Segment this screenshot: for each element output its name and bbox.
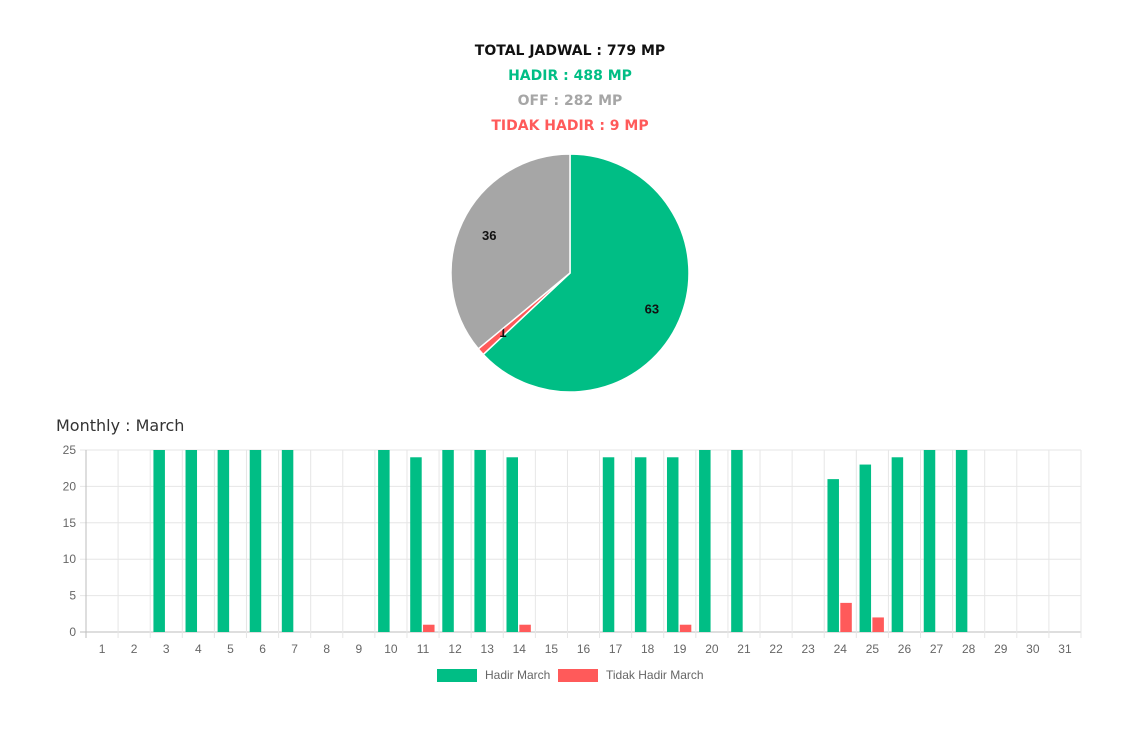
bar-tidak-hadir-day-14[interactable]: [519, 624, 531, 632]
bar-tidak-hadir-day-11[interactable]: [423, 624, 435, 632]
y-tick-label: 15: [63, 516, 77, 530]
bar-hadir-day-11[interactable]: [410, 457, 422, 632]
x-tick-label: 16: [577, 642, 591, 656]
bar-hadir-day-25[interactable]: [859, 464, 872, 632]
x-tick-label: 5: [227, 642, 234, 656]
legend-label-tidak-hadir: Tidak Hadir March: [606, 668, 704, 682]
bar-hadir-day-27[interactable]: [923, 450, 936, 632]
x-tick-label: 3: [163, 642, 170, 656]
x-tick-label: 13: [481, 642, 495, 656]
bar-hadir-day-14[interactable]: [506, 457, 518, 632]
x-tick-label: 25: [866, 642, 880, 656]
bar-tidak-hadir-day-19[interactable]: [679, 624, 692, 632]
legend-label-hadir: Hadir March: [485, 668, 551, 682]
x-tick-label: 18: [641, 642, 655, 656]
legend-item-tidak-hadir[interactable]: Tidak Hadir March: [558, 668, 704, 682]
x-tick-label: 26: [898, 642, 912, 656]
x-tick-label: 7: [291, 642, 298, 656]
bar-hadir-day-17[interactable]: [602, 457, 615, 632]
x-tick-label: 29: [994, 642, 1008, 656]
x-tick-label: 17: [609, 642, 623, 656]
bar-hadir-day-7[interactable]: [281, 450, 294, 632]
bar-hadir-day-20[interactable]: [699, 450, 711, 632]
bar-hadir-day-13[interactable]: [474, 450, 486, 632]
x-tick-label: 30: [1026, 642, 1040, 656]
x-tick-label: 27: [930, 642, 944, 656]
bar-hadir-day-19[interactable]: [666, 457, 679, 632]
x-tick-label: 24: [834, 642, 848, 656]
x-tick-label: 2: [131, 642, 138, 656]
y-tick-label: 0: [69, 625, 76, 639]
x-tick-label: 14: [513, 642, 527, 656]
bar-tidak-hadir-day-24[interactable]: [840, 602, 852, 632]
bar-hadir-day-24[interactable]: [827, 479, 839, 632]
pie-data-label-0: 63: [645, 301, 659, 316]
x-tick-label: 1: [99, 642, 106, 656]
bar-legend: Hadir March Tidak Hadir March: [0, 668, 1140, 688]
bar-hadir-day-18[interactable]: [634, 457, 647, 632]
bar-hadir-day-10[interactable]: [378, 450, 390, 632]
bar-tidak-hadir-day-25[interactable]: [872, 617, 884, 632]
bar-hadir-day-26[interactable]: [891, 457, 904, 632]
total-jadwal-label: TOTAL JADWAL : 779 MP: [474, 43, 666, 59]
x-tick-label: 15: [545, 642, 559, 656]
pie-data-label-2: 36: [482, 228, 496, 243]
x-tick-label: 9: [355, 642, 362, 656]
tidak-hadir-label: TIDAK HADIR : 9 MP: [491, 118, 649, 134]
legend-swatch-tidak-hadir: [558, 668, 598, 682]
monthly-title: Monthly : March: [56, 416, 185, 435]
x-tick-label: 10: [384, 642, 398, 656]
bar-hadir-day-28[interactable]: [955, 450, 968, 632]
bar-hadir-day-21[interactable]: [731, 450, 743, 632]
x-tick-label: 20: [705, 642, 719, 656]
off-label: OFF : 282 MP: [517, 93, 623, 109]
x-tick-label: 12: [448, 642, 462, 656]
x-tick-label: 19: [673, 642, 687, 656]
x-tick-label: 28: [962, 642, 976, 656]
x-tick-label: 21: [737, 642, 751, 656]
bar-hadir-day-4[interactable]: [185, 450, 198, 632]
legend-item-hadir[interactable]: Hadir March: [437, 668, 550, 682]
y-tick-label: 5: [69, 589, 76, 603]
y-tick-label: 25: [63, 443, 77, 457]
hadir-label: HADIR : 488 MP: [508, 68, 632, 84]
x-tick-label: 8: [323, 642, 330, 656]
y-tick-label: 10: [63, 552, 77, 566]
x-tick-label: 11: [417, 642, 430, 656]
x-tick-label: 4: [195, 642, 202, 656]
x-tick-label: 6: [259, 642, 266, 656]
bar-hadir-day-5[interactable]: [217, 450, 230, 632]
pie-slice-2[interactable]: [450, 153, 571, 350]
bar-hadir-day-12[interactable]: [442, 450, 454, 632]
pie-data-label-1: 1: [499, 325, 506, 340]
bar-hadir-day-3[interactable]: [153, 450, 165, 632]
pie-slice-0[interactable]: [482, 153, 690, 393]
bar-hadir-day-6[interactable]: [249, 450, 262, 632]
attendance-pie-chart: 63 1 36: [450, 153, 690, 393]
legend-swatch-hadir: [437, 668, 477, 682]
x-tick-label: 22: [769, 642, 783, 656]
x-tick-label: 23: [801, 642, 815, 656]
x-tick-label: 31: [1058, 642, 1072, 656]
y-tick-label: 20: [63, 479, 77, 493]
